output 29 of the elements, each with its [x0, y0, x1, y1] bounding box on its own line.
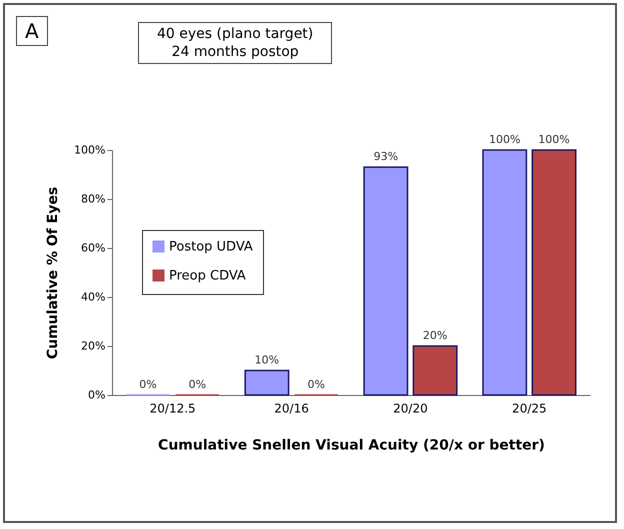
- x-tick-label: 20/16: [274, 402, 309, 416]
- y-tick-label: 60%: [81, 242, 106, 254]
- text: A: [16, 16, 48, 46]
- bar: [482, 149, 528, 396]
- y-axis-title: Cumulative % Of Eyes: [45, 186, 62, 360]
- x-tick-label: 20/20: [393, 402, 428, 416]
- bar: [244, 370, 290, 396]
- data-label: 93%: [374, 150, 398, 164]
- y-tick-label: 40%: [81, 290, 106, 304]
- y-tick-label: 0%: [88, 388, 106, 402]
- x-tick-label: 20/25: [512, 402, 547, 416]
- bar: [412, 345, 458, 396]
- bar: [363, 166, 408, 396]
- data-label: 100%: [538, 133, 570, 146]
- data-label: 10%: [254, 354, 280, 366]
- y-tick-label: 100%: [74, 144, 106, 156]
- y-tick-label: 20%: [81, 340, 106, 352]
- y-tick-label: 80%: [81, 192, 106, 206]
- bar: [532, 149, 576, 396]
- legend-label: Preop CDVA: [169, 268, 246, 284]
- legend-label: Postop UDVA: [169, 240, 253, 254]
- data-label: 0%: [307, 378, 325, 391]
- x-axis-title: Cumulative Snellen Visual Acuity (20/x or better): [158, 438, 545, 454]
- x-tick-label: 20/12.5: [150, 402, 196, 416]
- data-label: 0%: [188, 378, 206, 391]
- data-label: 100%: [488, 133, 520, 146]
- text: 40 eyes (plano target) 24 months postop: [138, 22, 332, 64]
- data-label: 0%: [139, 378, 157, 391]
- data-label: 20%: [422, 329, 448, 342]
